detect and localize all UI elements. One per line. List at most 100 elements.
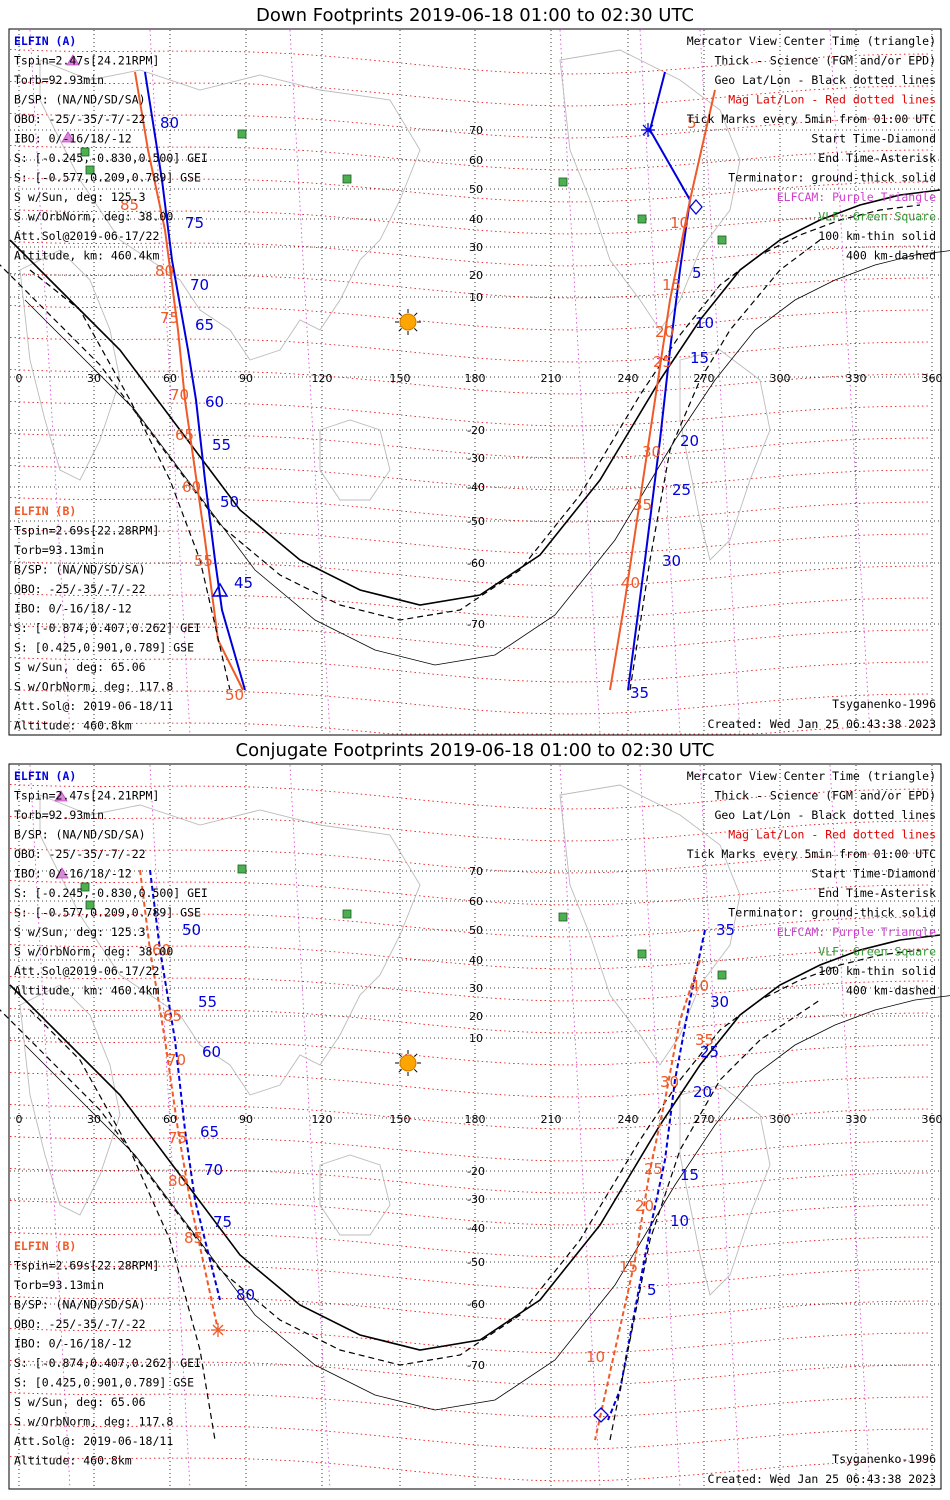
conj-elfin-a-torb: Torb=92.93min [14, 808, 104, 822]
down-legend-line: Tick Marks every 5min from 01:00 UTC [687, 112, 936, 126]
conj-elfin-b-s-orb: S w/OrbNorm, deg: 117.8 [14, 1415, 173, 1429]
conj-elfin-b-tick-label: 40 [690, 977, 709, 995]
down-lat-label: -60 [467, 557, 485, 570]
conj-mag-parallel [9, 1072, 931, 1098]
down-sun-ray [398, 328, 402, 332]
down-elfin-b-ibo: IBO: 0/-16/18/-12 [14, 602, 132, 616]
down-lat-label: 50 [469, 183, 483, 196]
down-elfin-a-tspin: Tspin=2.47s[24.21RPM] [14, 54, 159, 68]
down-vlf-station-square [342, 174, 352, 184]
conj-elfin-a-tick-label: 10 [670, 1212, 689, 1230]
down-mag-parallel [9, 401, 931, 427]
down-model-label: Tsyganenko-1996 [832, 697, 936, 711]
conj-vlf-station-square [342, 909, 352, 919]
down-legend-line: ELFCAM: Purple Triangle [777, 190, 936, 204]
down-lat-label: 10 [469, 291, 483, 304]
down-mag-parallel [9, 369, 931, 395]
down-lat-label: 40 [469, 213, 483, 226]
conj-lon-label: 330 [846, 1113, 867, 1126]
conj-sun-ray [414, 1053, 418, 1057]
down-legend-line: Terminator: ground-thick solid [728, 171, 936, 185]
down-footprint-400km-1 [29, 269, 231, 691]
down-terminator-ground [9, 189, 941, 606]
conjugate-footprints-title: Conjugate Footprints 2019-06-18 01:00 to… [235, 740, 715, 761]
down-lon-label: 270 [694, 372, 715, 385]
down-sun-icon [395, 309, 421, 335]
conj-elfin-b-tspin: Tspin=2.69s[22.28RPM] [14, 1259, 159, 1273]
conj-elfin-b-bsp: B/SP: (NA/ND/SD/SA) [14, 1298, 146, 1312]
conjugate-map-frame [8, 763, 942, 1490]
down-elfin-b-tick-label: 40 [621, 574, 640, 592]
conj-lat-label: 10 [469, 1032, 483, 1045]
conj-elfin-a-tick-label: 20 [693, 1083, 712, 1101]
conj-elfin-b-ibo: IBO: 0/-16/18/-12 [14, 1337, 132, 1351]
down-elfin-a-attsol: Att.Sol@2019-06-17/22 [14, 229, 159, 243]
conj-lat-label: 30 [469, 982, 483, 995]
down-elfin-b-track-2 [609, 89, 716, 691]
conj-elfin-a-bsp: B/SP: (NA/ND/SD/SA) [14, 828, 146, 842]
conj-mag-meridian [829, 764, 871, 1489]
down-elfin-a-tick-label: 55 [212, 436, 231, 454]
conj-vlf-station-square [237, 864, 247, 874]
conj-mag-parallel [9, 1456, 931, 1482]
conj-vlf-station-square [558, 912, 568, 922]
down-elfin-b-tick-label: 30 [642, 443, 661, 461]
down-sun-ray [414, 312, 418, 316]
down-legend-line: Geo Lat/Lon - Black dotted lines [714, 73, 936, 87]
down-vlf-station-square [80, 147, 90, 157]
conj-elfin-b-tick-label: 15 [619, 1258, 638, 1276]
conj-elfin-a-tick-label: 75 [213, 1213, 232, 1231]
conj-lon-label: 270 [694, 1113, 715, 1126]
down-elfin-a-tick-label: 35 [630, 684, 649, 702]
conj-sun-disk [399, 1054, 417, 1072]
conj-model-label: Tsyganenko-1996 [832, 1452, 936, 1466]
conj-elfin-a-tick-label: 70 [204, 1161, 223, 1179]
down-end-asterisk-stroke [642, 124, 654, 136]
down-elfin-b-attsol: Att.Sol@: 2019-06-18/11 [14, 699, 173, 713]
down-vlf-station-square [717, 235, 727, 245]
conj-footprint-400km-2 [609, 999, 821, 1441]
conj-elfin-a-s-sun: S w/Sun, deg: 125.3 [14, 925, 146, 939]
conj-elfin-b-torb: Torb=93.13min [14, 1278, 104, 1292]
down-lon-label: 0 [16, 372, 23, 385]
conj-elfin-b-s-gse: S: [0.425,0.901,0.789] GSE [14, 1376, 194, 1390]
down-elfin-a-s-gse: S: [-0.577,0.209,0.789] GSE [14, 171, 201, 185]
down-elfin-b-obo: OBO: -25/-35/-7/-22 [14, 582, 146, 596]
down-elfin-b-tspin: Tspin=2.69s[22.28RPM] [14, 524, 159, 538]
down-lon-label: 30 [87, 372, 101, 385]
conj-mag-parallel [9, 1136, 931, 1162]
down-mag-parallel [9, 145, 931, 171]
conj-mag-parallel [9, 944, 931, 970]
conj-elfin-a-tick-label: 65 [200, 1123, 219, 1141]
down-elfin-a-label: ELFIN (A) [14, 34, 76, 48]
down-mag-parallel [9, 337, 931, 363]
conj-lon-label: 60 [163, 1113, 177, 1126]
down-elfin-a-tick-label: 30 [662, 552, 681, 570]
conj-vlf-station-square [85, 900, 95, 910]
down-elfin-b-tick-label: 75 [160, 309, 179, 327]
conj-mag-parallel [9, 1328, 931, 1354]
conj-sun-icon [395, 1050, 421, 1076]
down-mag-parallel [9, 689, 931, 715]
down-view-center-triangle [211, 582, 229, 597]
down-created-label: Created: Wed Jan 25 06:43:38 2023 [708, 717, 937, 731]
conj-elfin-a-tick-label: 35 [716, 921, 735, 939]
down-elfin-a-torb: Torb=92.93min [14, 73, 104, 87]
conj-elfin-b-obo: OBO: -25/-35/-7/-22 [14, 1317, 146, 1331]
down-elfin-a-tick-label: 80 [160, 114, 179, 132]
down-lon-label: 150 [390, 372, 411, 385]
down-elfin-a-ibo: IBO: 0/-16/18/-12 [14, 132, 132, 146]
conj-mag-parallel [9, 1264, 931, 1290]
down-elfin-b-bsp: B/SP: (NA/ND/SD/SA) [14, 563, 146, 577]
conj-elfin-a-tspin: Tspin=2.47s[24.21RPM] [14, 789, 159, 803]
conj-elfin-a-tick-label: 5 [647, 1281, 657, 1299]
conj-lat-label: 20 [469, 1010, 483, 1023]
down-elfin-a-tick-label: 15 [690, 349, 709, 367]
conj-elfin-a-s-gse: S: [-0.577,0.209,0.789] GSE [14, 906, 201, 920]
down-elfin-a-tick-label: 60 [205, 393, 224, 411]
conj-lat-label: -60 [467, 1298, 485, 1311]
conj-elfin-a-s-orb: S w/OrbNorm, deg: 38.00 [14, 945, 173, 959]
down-elfin-a-tick-label: 50 [220, 493, 239, 511]
conj-lat-label: -50 [467, 1256, 485, 1269]
conj-mag-meridian [29, 764, 71, 1489]
